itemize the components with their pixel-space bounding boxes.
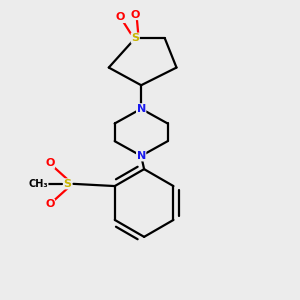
Text: N: N	[136, 104, 146, 114]
Text: N: N	[136, 151, 146, 161]
Text: CH₃: CH₃	[28, 179, 48, 189]
Text: O: O	[45, 158, 55, 168]
Text: S: S	[131, 33, 139, 43]
Text: O: O	[116, 13, 125, 22]
Text: O: O	[45, 200, 55, 209]
Text: S: S	[64, 179, 72, 189]
Text: O: O	[130, 10, 140, 20]
